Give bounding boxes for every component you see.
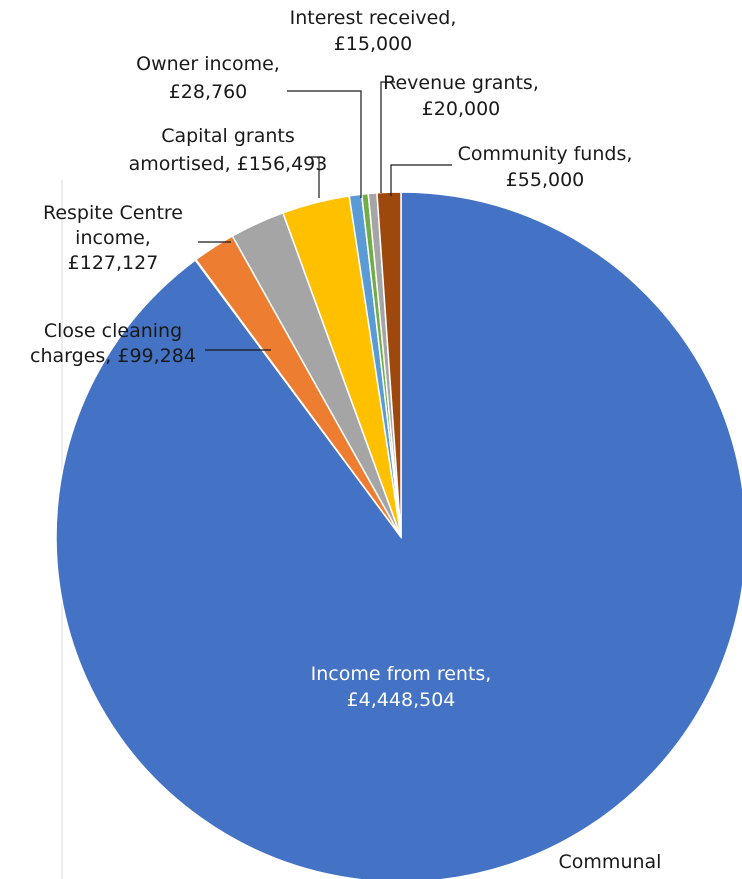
slice-label-line: Income from rents, [311,663,492,685]
slice-label-line: Communal [559,851,662,873]
slice-label-line: Community funds, [458,143,633,165]
leader-line [380,81,395,193]
slice-label: Close cleaning charges, £99,284 [30,320,196,367]
label-leader-lines [198,81,452,351]
slice-label: Interest received, £15,000 [290,7,457,55]
slice-label-line: £28,760 [169,81,248,103]
slice-label-line: £15,000 [334,33,413,55]
slice-label-line: £55,000 [506,169,585,191]
slice-label-line: £4,448,504 [347,689,456,711]
slice-labels: Income from rents, £4,448,504 Communal Clos… [30,7,661,873]
slice-label: Community funds, £55,000 [458,143,633,191]
slice-label-line: income, [75,227,151,249]
slice-label-line: Interest received, [290,7,457,29]
pie-slice-community-funds [376,191,402,538]
slice-label-line: Owner income, [136,53,280,75]
slice-label: Communal [559,851,662,873]
slice-label-line: Close cleaning [44,320,182,342]
slice-label: Respite Centre income, £127,127 [43,202,183,274]
slice-label-line: Capital grants [161,125,295,147]
slice-label-line: £20,000 [422,98,501,120]
leader-line [308,156,320,198]
slice-label-line: Revenue grants, [383,72,539,94]
slice-label: Revenue grants, £20,000 [383,72,539,120]
leader-line [390,164,452,196]
slice-label: Capital grants amortised, £156,493 [129,125,328,175]
slice-label-line: Respite Centre [43,202,183,224]
leader-line [287,90,362,198]
slice-label-line: amortised, £156,493 [129,153,328,175]
pie-slices [55,191,742,879]
slice-label: Owner income, £28,760 [136,53,280,103]
slice-label: Income from rents, £4,448,504 [311,663,492,711]
slice-label-line: £127,127 [68,252,159,274]
slice-label-line: charges, £99,284 [30,345,196,367]
